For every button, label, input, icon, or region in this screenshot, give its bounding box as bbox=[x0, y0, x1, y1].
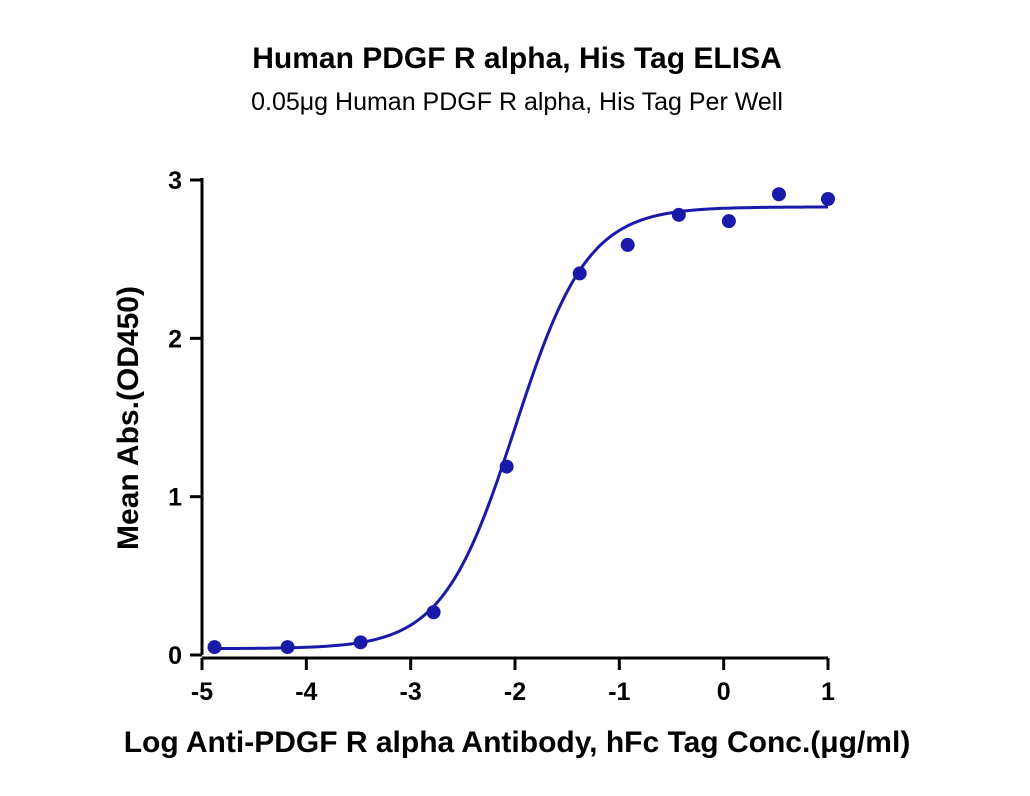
x-tick-label: -3 bbox=[400, 678, 422, 706]
chart-subtitle: 0.05μg Human PDGF R alpha, His Tag Per W… bbox=[251, 88, 783, 116]
x-tick-label: 0 bbox=[717, 678, 731, 706]
x-tick-label: -2 bbox=[504, 678, 526, 706]
data-point bbox=[771, 187, 786, 202]
y-tick-label: 0 bbox=[168, 642, 182, 670]
data-point bbox=[620, 237, 635, 252]
data-point bbox=[280, 640, 295, 655]
x-tick-label: 1 bbox=[821, 678, 835, 706]
y-tick-label: 1 bbox=[168, 484, 182, 512]
fit-curve-layer bbox=[214, 205, 828, 651]
data-point bbox=[353, 635, 368, 650]
data-point bbox=[671, 207, 686, 222]
data-point bbox=[499, 459, 514, 474]
y-tick-label: 3 bbox=[168, 167, 182, 195]
chart-title: Human PDGF R alpha, His Tag ELISA bbox=[252, 42, 782, 75]
x-tick-label: -1 bbox=[608, 678, 630, 706]
x-tick-label: -5 bbox=[191, 678, 213, 706]
y-tick-label: 2 bbox=[168, 325, 182, 353]
axes: 0 1 2 3 -5 -4 -3 -2 -1 0 1 bbox=[168, 167, 835, 706]
y-axis-label: Mean Abs.(OD450) bbox=[112, 286, 145, 550]
data-points bbox=[207, 187, 835, 655]
data-point bbox=[572, 266, 587, 281]
data-point bbox=[207, 640, 222, 655]
data-point bbox=[721, 214, 736, 229]
data-point bbox=[426, 605, 441, 620]
x-axis-label: Log Anti-PDGF R alpha Antibody, hFc Tag … bbox=[124, 726, 911, 759]
x-tick-label: -4 bbox=[295, 678, 317, 706]
fit-curve bbox=[214, 205, 828, 651]
data-point bbox=[821, 192, 835, 206]
